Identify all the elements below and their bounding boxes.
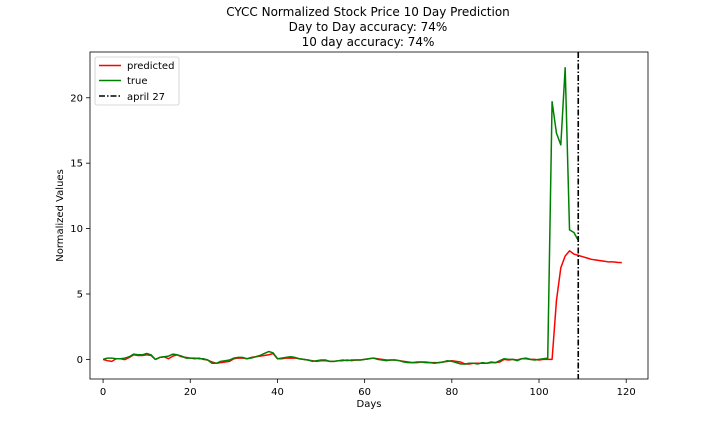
legend-label-true: true (127, 76, 148, 87)
x-axis-label: Days (357, 399, 382, 410)
x-tick-label: 0 (100, 387, 106, 398)
y-axis-label: Normalized Values (55, 169, 66, 262)
y-tick-label: 15 (70, 159, 83, 170)
title-line-3: 10 day accuracy: 74% (302, 35, 435, 49)
legend-box (94, 56, 180, 106)
x-tick-label: 60 (358, 387, 371, 398)
x-tick-label: 120 (617, 387, 636, 398)
y-tick-label: 10 (70, 224, 83, 235)
y-tick-label: 20 (70, 93, 83, 104)
legend: predicted true april 27 (94, 56, 180, 106)
title-line-2: Day to Day accuracy: 74% (289, 20, 448, 34)
y-axis: 0 5 10 15 20 (70, 93, 90, 366)
legend-label-predicted: predicted (127, 61, 174, 72)
x-tick-label: 100 (529, 387, 548, 398)
chart-title: CYCC Normalized Stock Price 10 Day Predi… (226, 5, 510, 49)
x-tick-label: 20 (184, 387, 197, 398)
title-line-1: CYCC Normalized Stock Price 10 Day Predi… (226, 5, 510, 19)
plot-frame (89, 51, 649, 380)
x-axis: 0 20 40 60 80 100 120 (100, 379, 636, 398)
x-tick-label: 40 (271, 387, 284, 398)
y-tick-label: 0 (77, 355, 83, 366)
series-layer (102, 66, 622, 365)
y-tick-label: 5 (77, 289, 83, 300)
legend-label-april-27: april 27 (127, 92, 165, 103)
series-line-true (102, 66, 579, 365)
x-tick-label: 80 (445, 387, 458, 398)
